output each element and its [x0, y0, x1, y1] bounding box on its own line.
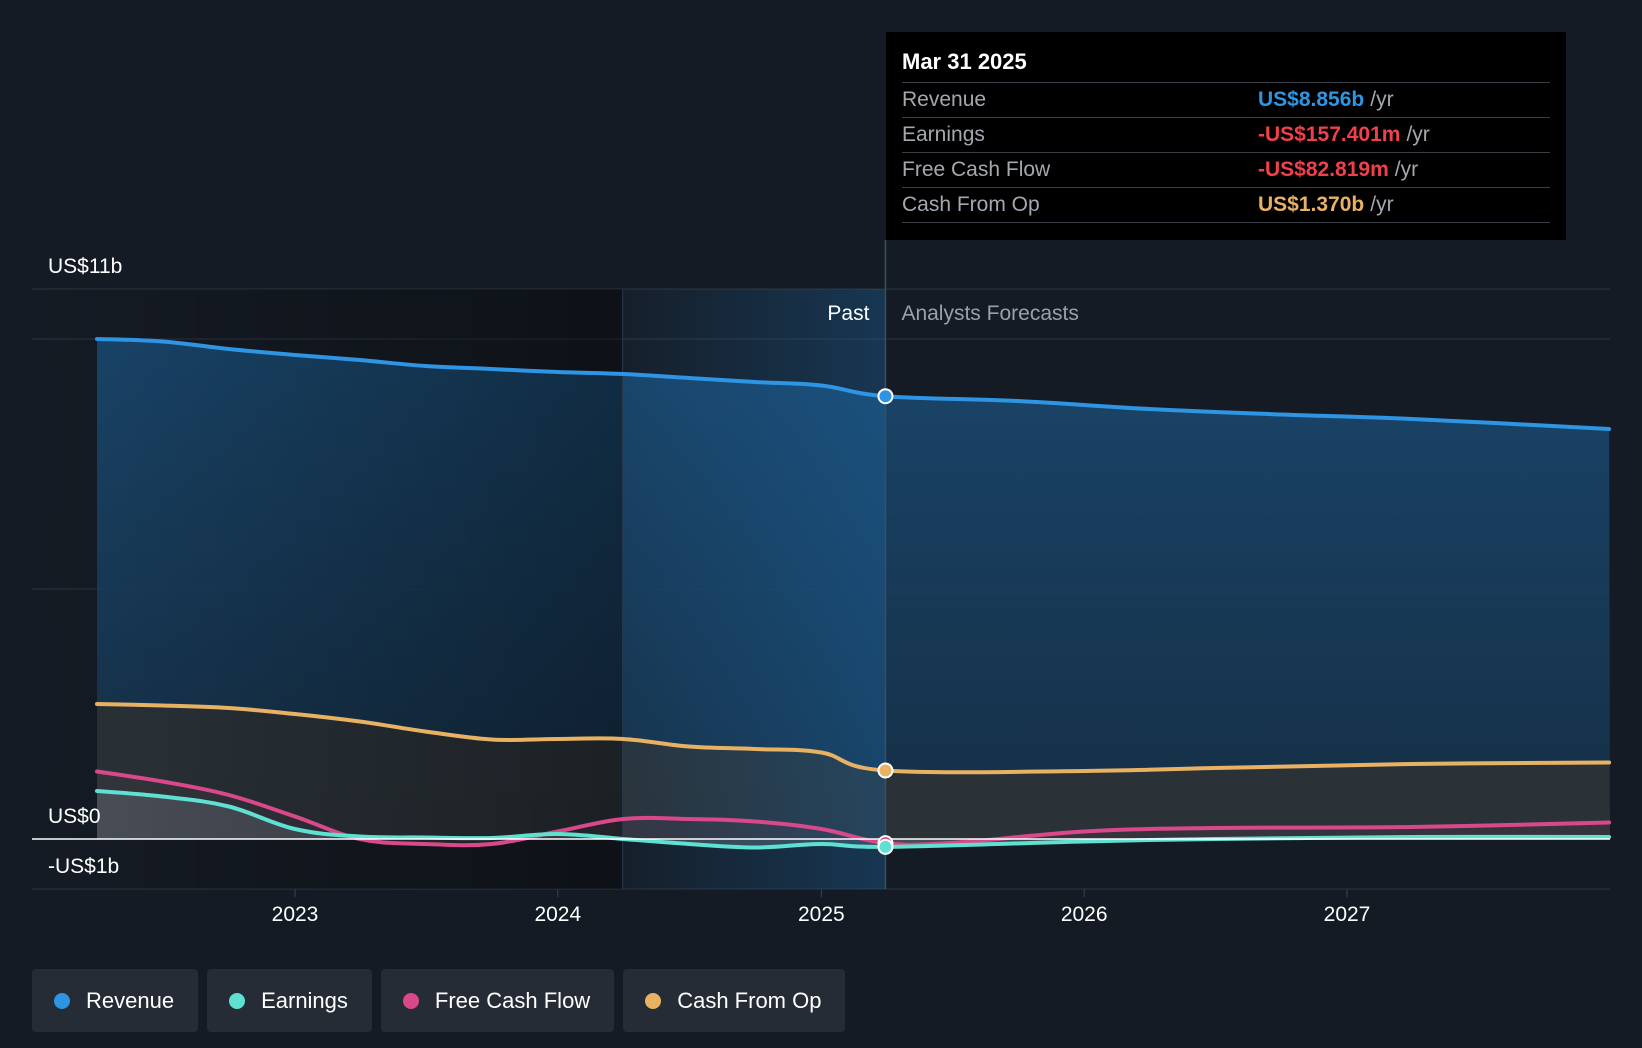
legend-item-free-cash-flow[interactable]: Free Cash Flow [380, 969, 615, 1032]
legend-dot-icon [229, 992, 246, 1009]
tooltip-label: Cash From Op [902, 193, 1040, 216]
x-tick-label: 2025 [798, 903, 845, 926]
tooltip-date: Mar 31 2025 [902, 49, 1027, 74]
tooltip-label: Free Cash Flow [902, 158, 1051, 181]
y-axis-label: US$0 [48, 805, 101, 828]
past-shade [622, 289, 886, 889]
tooltip-row-cash-from-op: Cash From Op US$1.370b /yr [902, 187, 1550, 223]
tooltip-value: US$1.370b [1258, 193, 1365, 216]
cash-from-op-line [95, 702, 1612, 775]
tooltip-value: -US$82.819m [1258, 158, 1389, 181]
free-cash-flow-line [95, 769, 1612, 848]
legend-label: Earnings [261, 987, 348, 1013]
revenue-point [877, 388, 894, 405]
y-axis-label: US$11b [48, 255, 122, 278]
tooltip-label: Earnings [902, 123, 985, 146]
tooltip-unit: /yr [1370, 88, 1394, 111]
earnings-point [877, 838, 894, 855]
legend-dot-icon [645, 992, 662, 1009]
y-axis-label: -US$1b [48, 855, 119, 878]
revenue-line [95, 337, 1612, 431]
legend-label: Cash From Op [677, 987, 822, 1013]
x-tick-label: 2023 [272, 903, 319, 926]
tooltip-row-earnings: Earnings -US$157.401m /yr [902, 117, 1550, 152]
tooltip: Mar 31 2025 Revenue US$8.856b /yr Earnin… [886, 32, 1566, 240]
forecast-label: Analysts Forecasts [901, 302, 1078, 325]
past-left-shade [32, 289, 623, 889]
legend-label: Free Cash Flow [434, 987, 591, 1013]
legend-item-revenue[interactable]: Revenue [32, 969, 199, 1032]
legend: Revenue Earnings Free Cash Flow Cash Fro… [32, 969, 846, 1032]
cash-from-op-point [877, 762, 894, 779]
x-tick-label: 2024 [534, 903, 581, 926]
legend-item-cash-from-op[interactable]: Cash From Op [623, 969, 846, 1032]
legend-dot-icon [402, 992, 419, 1009]
tooltip-unit: /yr [1370, 193, 1394, 216]
legend-item-earnings[interactable]: Earnings [207, 969, 372, 1032]
legend-label: Revenue [86, 987, 175, 1013]
x-tick-label: 2027 [1324, 903, 1371, 926]
past-label: Past [827, 302, 869, 325]
tooltip-label: Revenue [902, 88, 987, 111]
tooltip-value: US$8.856b [1258, 88, 1365, 111]
legend-dot-icon [54, 992, 70, 1009]
x-tick-label: 2026 [1061, 903, 1108, 926]
tooltip-unit: /yr [1394, 158, 1419, 181]
tooltip-row-free-cash-flow: Free Cash Flow -US$82.819m /yr [902, 152, 1550, 187]
tooltip-row-revenue: Revenue US$8.856b /yr [902, 82, 1550, 117]
tooltip-unit: /yr [1406, 123, 1430, 146]
tooltip-value: -US$157.401m [1258, 123, 1401, 146]
